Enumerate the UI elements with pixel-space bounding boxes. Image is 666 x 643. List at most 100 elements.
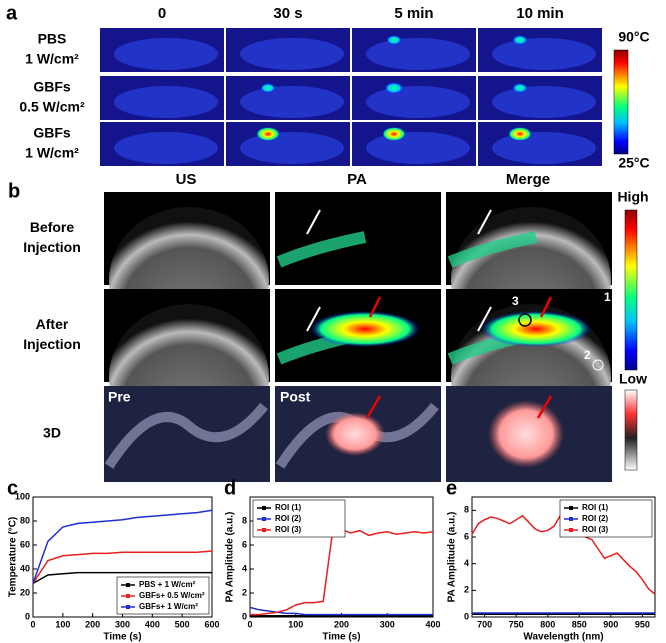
row-label: GBFs <box>33 79 71 95</box>
row-label: GBFs <box>33 125 71 141</box>
hot-spot <box>508 127 532 141</box>
legend-entry: GBFs+ 0.5 W/cm² <box>139 591 205 600</box>
arrow <box>306 209 321 235</box>
legend-entry: ROI (2) <box>582 514 609 523</box>
y-tick-label: 0 <box>464 611 469 621</box>
colorbar-label: 25°C <box>618 155 649 171</box>
mouse-body <box>492 38 596 70</box>
pa-signal <box>481 311 591 347</box>
row-label: Injection <box>23 239 81 255</box>
x-tick-label: 200 <box>334 619 349 629</box>
series-line <box>32 571 212 585</box>
panel-label: b <box>8 180 20 202</box>
mouse-body <box>366 86 470 118</box>
legend-entry: PBS + 1 W/cm² <box>139 580 196 589</box>
arrow <box>539 296 553 318</box>
x-tick-label: 400 <box>145 619 160 629</box>
x-tick-label: 950 <box>635 619 650 629</box>
row-label: After <box>36 316 69 332</box>
x-axis-label: Time (s) <box>103 632 141 643</box>
x-tick-label: 500 <box>175 619 190 629</box>
image-label: Pre <box>108 389 131 405</box>
arrow <box>365 395 382 419</box>
series-line <box>32 509 213 584</box>
legend-marker <box>262 506 266 510</box>
x-axis-label: Time (s) <box>322 632 360 643</box>
x-tick-label: 600 <box>204 619 219 629</box>
mouse-body <box>114 132 218 164</box>
mouse-body <box>492 132 596 164</box>
column-header: 30 s <box>273 5 302 22</box>
mouse-body <box>240 38 344 70</box>
y-tick-label: 0 <box>242 611 247 621</box>
arrow <box>368 296 382 318</box>
y-tick-label: 80 <box>20 515 30 525</box>
legend-marker <box>569 506 573 510</box>
x-tick-label: 0 <box>247 619 252 629</box>
series-line <box>32 550 213 584</box>
y-axis-label: PA Amplitude (a.u.) <box>225 512 236 603</box>
y-tick-label: 2 <box>242 587 247 597</box>
colorbar <box>624 209 638 371</box>
pa-signal <box>310 311 420 347</box>
pa-signal <box>276 231 367 268</box>
arrow <box>477 209 492 235</box>
y-tick-label: 8 <box>242 515 247 525</box>
hot-spot <box>256 127 280 141</box>
y-tick-label: 4 <box>242 563 247 573</box>
tumor-3d <box>488 400 564 468</box>
x-tick-label: 900 <box>603 619 618 629</box>
y-axis-label: Temperature (°C) <box>8 517 19 598</box>
x-tick-label: 100 <box>55 619 70 629</box>
colorbar-label: 90°C <box>618 29 649 45</box>
row-label: 0.5 W/cm² <box>19 99 85 115</box>
arrow <box>477 306 492 332</box>
y-tick-label: 100 <box>15 491 30 501</box>
colorbar-label: High <box>617 189 648 205</box>
column-header: PA <box>347 171 367 188</box>
legend-entry: ROI (1) <box>582 503 609 512</box>
legend-marker <box>126 605 130 609</box>
image-label: 1 <box>604 290 611 304</box>
y-tick-label: 60 <box>20 539 30 549</box>
colorbar <box>613 49 629 155</box>
y-tick-label: 4 <box>464 558 469 568</box>
legend-entry: GBFs+ 1 W/cm² <box>139 602 198 611</box>
colorbar <box>624 389 638 471</box>
image-label: Post <box>280 389 311 405</box>
x-tick-label: 200 <box>85 619 100 629</box>
legend-marker <box>569 528 573 532</box>
x-tick-label: 800 <box>540 619 555 629</box>
column-header: US <box>176 171 197 188</box>
arrow <box>536 395 553 419</box>
x-tick-label: 700 <box>477 619 492 629</box>
hot-spot <box>386 35 402 45</box>
plot-frame <box>471 496 656 618</box>
legend-marker <box>262 528 266 532</box>
tumor-3d <box>325 412 385 456</box>
column-header: 0 <box>158 5 166 22</box>
image-label: 3 <box>512 294 519 308</box>
panel-label: c <box>7 477 18 499</box>
y-tick-label: 40 <box>20 563 30 573</box>
x-tick-label: 300 <box>115 619 130 629</box>
y-tick-label: 6 <box>464 531 469 541</box>
hot-spot <box>512 83 528 93</box>
hot-spot <box>260 83 276 93</box>
legend-marker <box>262 517 266 521</box>
row-label: 1 W/cm² <box>25 51 79 67</box>
panel-label: d <box>224 477 236 499</box>
mouse-body <box>114 38 218 70</box>
legend-entry: ROI (2) <box>275 514 302 523</box>
legend-marker <box>569 517 573 521</box>
pa-signal <box>447 231 538 268</box>
column-header: 5 min <box>394 5 433 22</box>
row-label: Before <box>30 219 75 235</box>
legend-marker <box>126 594 130 598</box>
hot-spot <box>384 82 404 94</box>
hot-spot <box>382 127 406 141</box>
roi-marker <box>518 313 532 327</box>
y-axis-label: PA Amplitude (a.u.) <box>447 512 458 603</box>
roi-marker <box>592 359 604 371</box>
